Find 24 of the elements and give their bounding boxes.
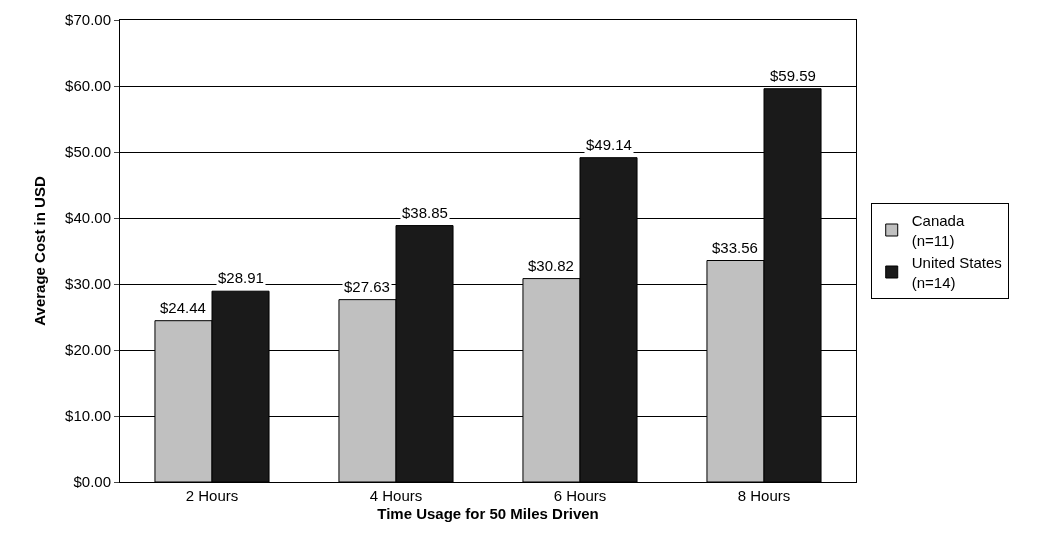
data-label: $30.82 xyxy=(528,257,574,274)
x-tick-label: 4 Hours xyxy=(369,487,423,504)
legend-label: Canada (n=11) xyxy=(911,212,965,249)
data-label: $28.91 xyxy=(218,269,264,286)
y-tick-label: $20.00 xyxy=(65,341,111,359)
y-tick-label: $0.00 xyxy=(73,473,111,491)
x-tick-label: 8 Hours xyxy=(737,487,791,504)
x-tick-label: 6 Hours xyxy=(553,487,607,504)
data-label: $27.63 xyxy=(344,278,390,295)
y-tick-label: $40.00 xyxy=(65,209,111,227)
x-axis-title: Time Usage for 50 Miles Driven xyxy=(377,505,599,522)
y-tick-label: $60.00 xyxy=(65,77,111,95)
data-label: $38.85 xyxy=(402,204,448,221)
y-tick-label: $50.00 xyxy=(65,143,111,161)
y-axis-title: Average Cost in USD xyxy=(31,176,49,326)
y-tick-label: $10.00 xyxy=(65,407,111,425)
data-label: $33.56 xyxy=(712,239,758,256)
legend-label: United States (n=14) xyxy=(911,254,1002,291)
y-tick-label: $70.00 xyxy=(65,11,111,29)
x-tick-label: 2 Hours xyxy=(185,487,239,504)
data-label: $24.44 xyxy=(160,299,206,316)
data-label: $59.59 xyxy=(770,67,816,84)
data-label: $49.14 xyxy=(586,136,632,153)
y-tick-label: $30.00 xyxy=(65,275,111,293)
